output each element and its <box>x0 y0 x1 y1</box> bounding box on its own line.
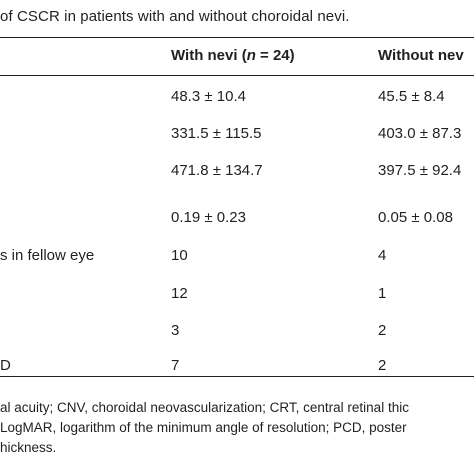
cell-with-nevi: 471.8 ± 134.7 <box>171 162 263 179</box>
table-footnote-line-1: al acuity; CNV, choroidal neovasculariza… <box>0 400 409 415</box>
cell-without-nevi: 2 <box>378 357 387 374</box>
cell-without-nevi: 397.5 ± 92.4 <box>378 162 462 179</box>
header-with-nevi-text: With nevi ( <box>171 47 247 64</box>
cell-without-nevi: 4 <box>378 247 387 264</box>
table-top-rule <box>0 37 474 38</box>
header-n-italic: n <box>246 47 256 64</box>
cell-with-nevi: 12 <box>171 285 188 302</box>
cell-with-nevi: 48.3 ± 10.4 <box>171 88 246 105</box>
table-bottom-rule <box>0 376 474 377</box>
cell-without-nevi: 45.5 ± 8.4 <box>378 88 445 105</box>
header-with-nevi-suffix: = 24) <box>255 47 295 64</box>
header-without-nevi: Without nev <box>378 47 464 64</box>
cell-without-nevi: 0.05 ± 0.08 <box>378 209 453 226</box>
cell-without-nevi: 403.0 ± 87.3 <box>378 125 462 142</box>
cell-without-nevi: 1 <box>378 285 387 302</box>
cell-with-nevi: 3 <box>171 322 180 339</box>
table-footnote-line-3: hickness. <box>0 440 57 455</box>
cell-with-nevi: 331.5 ± 115.5 <box>171 125 262 142</box>
table-caption: of CSCR in patients with and without cho… <box>0 8 350 25</box>
row-label: D <box>0 357 11 374</box>
cell-without-nevi: 2 <box>378 322 387 339</box>
table-header-rule <box>0 75 474 76</box>
row-label: s in fellow eye <box>0 247 95 264</box>
cell-with-nevi: 7 <box>171 357 180 374</box>
cell-with-nevi: 0.19 ± 0.23 <box>171 209 246 226</box>
table-footnote-line-2: LogMAR, logarithm of the minimum angle o… <box>0 420 407 435</box>
header-with-nevi: With nevi (n = 24) <box>171 47 295 64</box>
cell-with-nevi: 10 <box>171 247 188 264</box>
